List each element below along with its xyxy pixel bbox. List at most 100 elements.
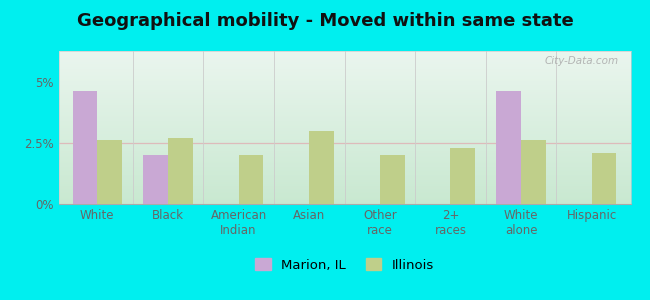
Bar <box>58 73 630 74</box>
Bar <box>58 87 630 88</box>
Bar <box>58 93 630 94</box>
Bar <box>58 180 630 181</box>
Bar <box>497 92 521 204</box>
Bar <box>58 171 630 172</box>
Bar <box>58 165 630 166</box>
Bar <box>58 85 630 86</box>
Bar <box>58 75 630 76</box>
Bar <box>58 97 630 98</box>
Bar <box>58 143 630 144</box>
Bar <box>58 190 630 191</box>
Bar <box>58 156 630 157</box>
Bar <box>58 57 630 58</box>
Bar <box>58 138 630 139</box>
Bar <box>58 166 630 167</box>
Bar <box>58 152 630 153</box>
Bar <box>58 81 630 82</box>
Bar <box>58 174 630 175</box>
Bar <box>58 153 630 154</box>
Bar <box>58 123 630 124</box>
Bar <box>58 202 630 203</box>
Bar <box>58 193 630 194</box>
Bar <box>58 56 630 57</box>
Bar <box>58 198 630 199</box>
Bar <box>58 142 630 143</box>
Bar <box>58 182 630 183</box>
Bar <box>58 82 630 83</box>
Bar <box>58 107 630 108</box>
Bar <box>58 164 630 165</box>
Bar <box>58 130 630 131</box>
Bar <box>58 184 630 185</box>
Bar <box>58 76 630 77</box>
Bar <box>58 183 630 184</box>
Text: City-Data.com: City-Data.com <box>545 56 619 66</box>
Bar <box>58 83 630 84</box>
Bar <box>58 132 630 133</box>
Bar <box>58 173 630 174</box>
Bar <box>58 106 630 107</box>
Bar <box>58 65 630 66</box>
Bar <box>58 146 630 147</box>
Bar <box>58 133 630 134</box>
Bar <box>58 201 630 202</box>
Bar <box>58 113 630 114</box>
Bar <box>58 175 630 176</box>
Bar <box>73 92 98 204</box>
Bar <box>58 105 630 106</box>
Bar <box>58 53 630 54</box>
Bar <box>58 197 630 198</box>
Bar <box>58 196 630 197</box>
Bar <box>98 140 122 204</box>
Bar <box>58 116 630 117</box>
Bar <box>58 51 630 52</box>
Bar <box>58 96 630 97</box>
Bar <box>58 150 630 151</box>
Bar <box>58 78 630 79</box>
Bar <box>58 115 630 116</box>
Bar <box>58 54 630 55</box>
Bar <box>58 61 630 62</box>
Bar <box>58 128 630 129</box>
Bar <box>58 104 630 105</box>
Bar <box>58 89 630 90</box>
Bar <box>58 80 630 81</box>
Bar <box>58 160 630 161</box>
Bar <box>58 100 630 101</box>
Bar <box>58 74 630 75</box>
Bar <box>239 155 263 204</box>
Bar <box>58 127 630 128</box>
Bar <box>58 189 630 190</box>
Bar <box>58 98 630 99</box>
Bar <box>58 154 630 155</box>
Bar <box>58 185 630 186</box>
Bar <box>58 90 630 91</box>
Bar <box>58 99 630 100</box>
Bar <box>58 112 630 113</box>
Bar <box>58 177 630 178</box>
Bar <box>58 63 630 64</box>
Text: Geographical mobility - Moved within same state: Geographical mobility - Moved within sam… <box>77 12 573 30</box>
Bar <box>58 77 630 78</box>
Bar <box>58 122 630 123</box>
Bar <box>58 70 630 71</box>
Bar <box>58 195 630 196</box>
Bar <box>58 167 630 168</box>
Bar <box>58 172 630 173</box>
Bar <box>58 82 630 83</box>
Bar <box>58 60 630 61</box>
Bar <box>58 68 630 69</box>
Bar <box>58 161 630 162</box>
Bar <box>592 153 616 204</box>
Bar <box>58 95 630 96</box>
Bar <box>58 120 630 121</box>
Bar <box>58 108 630 109</box>
Bar <box>58 194 630 195</box>
Bar <box>58 66 630 67</box>
Bar <box>58 64 630 65</box>
Bar <box>58 88 630 89</box>
Bar <box>380 155 404 204</box>
Bar <box>58 94 630 95</box>
Bar <box>450 148 475 204</box>
Bar <box>58 151 630 152</box>
